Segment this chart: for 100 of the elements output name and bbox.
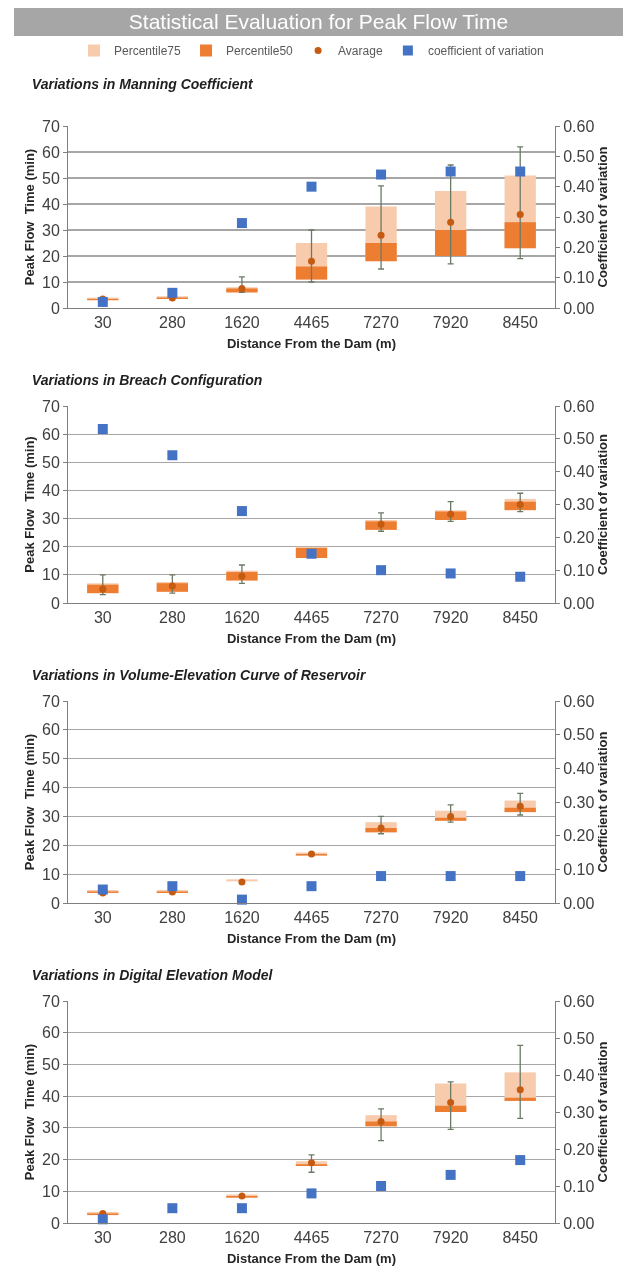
- x-tick-label: 7920: [432, 314, 469, 332]
- y2-tick-label: 0.50: [563, 147, 595, 165]
- y-tick-label: 60: [42, 721, 60, 739]
- y-tick-label: 50: [42, 1056, 60, 1074]
- y-tick-label: 70: [42, 692, 60, 710]
- y-axis-title: Peak Flow Time (min): [21, 1043, 37, 1181]
- x-tick-label: 280: [159, 314, 186, 332]
- y-tick-label: 20: [42, 1151, 60, 1169]
- y-tick-label: 0: [50, 1214, 60, 1232]
- y2-tick-label: 0.50: [563, 430, 595, 448]
- y-tick-label: 40: [42, 1087, 60, 1105]
- x-tick-label: 8450: [502, 1229, 539, 1247]
- x-tick-label: 4465: [293, 314, 330, 332]
- y-tick-label: 0: [50, 894, 60, 912]
- y-tick-label: 40: [42, 195, 60, 213]
- y-tick-label: 70: [42, 992, 60, 1010]
- y-tick-label: 30: [42, 510, 60, 528]
- y2-tick-label: 0.10: [563, 860, 595, 878]
- y2-axis-title: Coefficient of variation: [595, 434, 611, 575]
- x-tick-label: 7920: [432, 1229, 469, 1247]
- x-tick-label: 7920: [432, 609, 469, 627]
- y2-tick-label: 0.00: [563, 894, 595, 912]
- chart-title: Variations in Digital Elevation Model: [31, 967, 274, 984]
- y-axis-title: Peak Flow Time (min): [21, 148, 37, 286]
- y2-tick-label: 0.60: [563, 397, 595, 415]
- y-tick-label: 10: [42, 1182, 60, 1200]
- chart-title: Statistical Evaluation for Peak Flow Time: [14, 8, 623, 36]
- x-tick-label: 30: [93, 314, 112, 332]
- x-tick-label: 30: [93, 609, 112, 627]
- y-tick-label: 60: [42, 425, 60, 443]
- chart-title: Variations in Volume-Elevation Curve of Reservoir: [31, 666, 367, 683]
- y2-axis-title: Coefficient of variation: [595, 1041, 611, 1183]
- y-tick-label: 30: [42, 1119, 60, 1137]
- x-axis-title: Distance From the Dam (m): [226, 930, 397, 946]
- y2-tick-label: 0.50: [563, 726, 595, 744]
- x-tick-label: 1620: [224, 609, 260, 627]
- y2-tick-label: 0.60: [563, 117, 595, 135]
- x-tick-label: 4465: [293, 609, 330, 627]
- y-axis-title: Peak Flow Time (min): [21, 436, 37, 573]
- y-tick-label: 30: [42, 808, 60, 826]
- y2-tick-label: 0.30: [563, 793, 595, 811]
- x-tick-label: 280: [159, 909, 186, 927]
- x-tick-label: 30: [93, 1229, 112, 1247]
- y2-tick-label: 0.20: [563, 827, 595, 845]
- y-tick-label: 70: [42, 117, 60, 135]
- y2-axis-title: Coefficient of variation: [595, 731, 611, 873]
- chart-subtitle: Variations in Manning Coefficient: [31, 75, 255, 92]
- y2-tick-label: 0.20: [563, 1140, 595, 1158]
- x-tick-label: 280: [159, 609, 186, 627]
- y-tick-label: 30: [42, 221, 60, 239]
- y2-tick-label: 0.20: [563, 238, 595, 256]
- y2-tick-label: 0.10: [563, 561, 595, 579]
- y-tick-label: 40: [42, 482, 60, 500]
- x-tick-label: 8450: [502, 909, 539, 927]
- y2-tick-label: 0.40: [563, 759, 595, 777]
- y2-tick-label: 0.00: [563, 594, 595, 612]
- x-tick-label: 8450: [502, 609, 539, 627]
- y2-tick-label: 0.00: [563, 1214, 595, 1232]
- legend-label: Avarage: [338, 44, 383, 59]
- x-tick-label: 1620: [224, 909, 260, 927]
- y-tick-label: 70: [42, 397, 60, 415]
- y-tick-label: 20: [42, 836, 60, 854]
- y2-tick-label: 0.30: [563, 1103, 595, 1121]
- y2-tick-label: 0.40: [563, 1066, 595, 1084]
- x-axis-title: Distance From the Dam (m): [226, 1250, 397, 1266]
- x-tick-label: 7270: [363, 314, 399, 332]
- y-tick-label: 10: [42, 273, 60, 291]
- x-tick-label: 30: [93, 909, 112, 927]
- x-tick-label: 7920: [432, 909, 469, 927]
- legend-label: Percentile50: [226, 44, 294, 59]
- y2-axis-title: Coefficient of variation: [595, 146, 611, 288]
- x-tick-label: 7270: [363, 909, 399, 927]
- y-tick-label: 10: [42, 566, 60, 584]
- y-tick-label: 0: [50, 299, 60, 317]
- x-tick-label: 280: [159, 1229, 186, 1247]
- y-tick-label: 60: [42, 1024, 60, 1042]
- y-tick-label: 40: [42, 779, 60, 797]
- y2-tick-label: 0.60: [563, 692, 595, 710]
- y-tick-label: 60: [42, 143, 60, 161]
- y2-tick-label: 0.50: [563, 1029, 595, 1047]
- chart-title: Variations in Breach Configuration: [31, 371, 263, 388]
- y2-tick-label: 0.10: [563, 269, 595, 287]
- legend-label: coefficient of variation: [427, 44, 544, 59]
- x-tick-label: 1620: [224, 1229, 260, 1247]
- y2-tick-label: 0.40: [563, 178, 595, 196]
- y2-tick-label: 0.10: [563, 1177, 595, 1195]
- y-tick-label: 50: [42, 169, 60, 187]
- y2-tick-label: 0.00: [563, 299, 595, 317]
- y-tick-label: 50: [42, 750, 60, 768]
- x-tick-label: 7270: [363, 609, 399, 627]
- y2-tick-label: 0.60: [563, 992, 595, 1010]
- x-tick-label: 7270: [363, 1229, 399, 1247]
- x-tick-label: 1620: [224, 314, 260, 332]
- x-axis-title: Distance From the Dam (m): [226, 630, 397, 646]
- y-tick-label: 50: [42, 453, 60, 471]
- y-tick-label: 20: [42, 538, 60, 556]
- x-axis-title: Distance From the Dam (m): [226, 335, 397, 351]
- x-tick-label: 4465: [293, 1229, 330, 1247]
- y2-tick-label: 0.40: [563, 463, 595, 481]
- legend-label: Percentile75: [114, 44, 182, 59]
